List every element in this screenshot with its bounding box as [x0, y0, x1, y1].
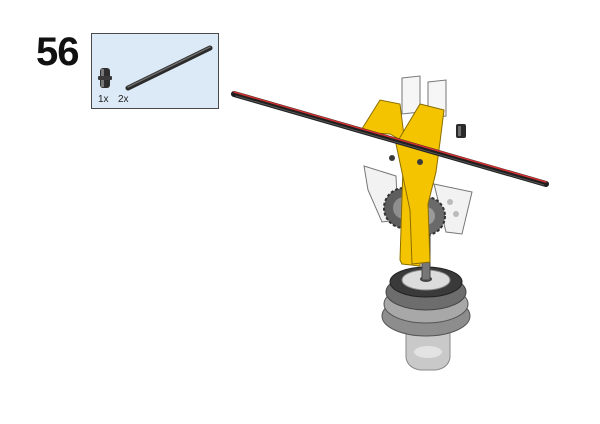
- black-pin-icon: [456, 124, 466, 138]
